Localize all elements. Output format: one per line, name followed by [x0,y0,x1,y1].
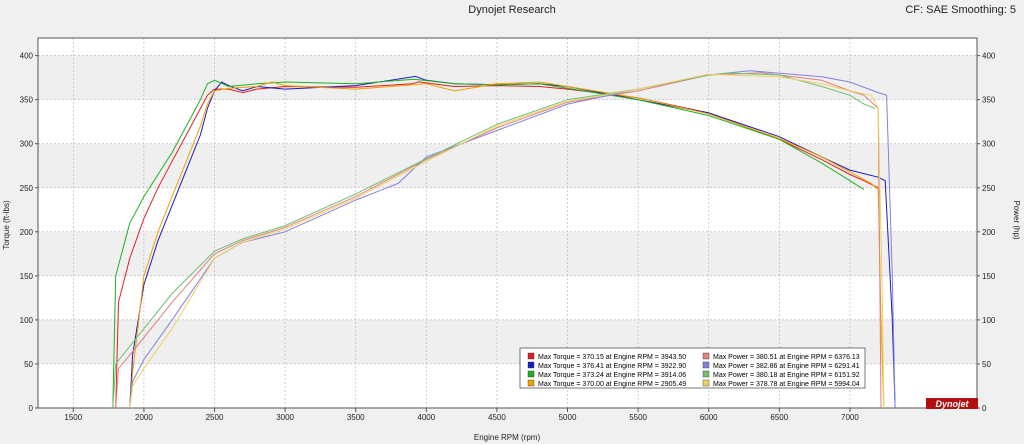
legend-entry: Max Power = 380.51 at Engine RPM = 6376.… [713,354,860,361]
legend-entry: Max Power = 380.18 at Engine RPM = 6151.… [713,372,860,379]
x-axis-ticks: 1500 2000 2500 3000 3500 4000 4500 5000 5500 6000… [64,408,859,422]
legend-entry: Max Torque = 370.15 at Engine RPM = 3943… [538,354,686,361]
y-tick-label: 50 [24,360,33,369]
y-axis-ticks: 0 50 100 150 200 250 300 350 400 [20,52,38,413]
x-tick-label: 7000 [841,413,859,422]
y-tick-label: 350 [20,96,34,105]
legend-swatch [702,361,710,369]
x-tick-label: 3500 [347,413,365,422]
legend-swatch [702,370,710,378]
y-tick-label: 250 [20,184,34,193]
plot-frame [37,37,978,409]
legend-entry: Max Power = 378.78 at Engine RPM = 5994.… [713,381,860,388]
band [38,231,977,276]
power-line-7 [112,72,876,409]
y-axis-label: Torque (ft-lbs) [2,200,11,250]
x-tick-label: 4500 [488,413,506,422]
legend: Max Torque = 370.15 at Engine RPM = 3943… [519,347,866,389]
legend-swatch [527,361,535,369]
y2-tick-label: 350 [982,96,996,105]
legend-box [519,347,866,389]
legend-entry: Max Torque = 373.24 at Engine RPM = 3914… [538,372,686,379]
band [38,55,977,100]
x-tick-label: 2000 [135,413,153,422]
band [38,143,977,188]
x-tick-label: 6500 [770,413,788,422]
legend-entry: Max Power = 382.86 at Engine RPM = 6291.… [713,363,860,370]
x-tick-label: 3000 [276,413,294,422]
y2-axis-label: Power (hp) [1012,200,1021,239]
legend-swatch [527,370,535,378]
legend-entry: Max Torque = 376.41 at Engine RPM = 3922… [538,363,686,370]
x-tick-label: 2500 [206,413,224,422]
legend-swatch [702,352,710,360]
y2-tick-label: 250 [982,184,996,193]
x-tick-label: 4000 [417,413,435,422]
x-axis-label: Engine RPM (rpm) [474,433,541,442]
y2-tick-label: 100 [982,316,996,325]
y2-tick-label: 300 [982,140,996,149]
legend-swatch [527,352,535,360]
x-tick-label: 5000 [559,413,577,422]
chart-title: Dynojet Research [468,4,556,16]
legend-swatch [702,379,710,387]
power-line-6 [129,70,896,409]
x-tick-label: 6000 [700,413,718,422]
torque-line-3 [112,78,865,409]
torque-line-4 [129,81,885,409]
y-tick-label: 150 [20,272,34,281]
dynojet-logo: Dynojet [926,398,978,409]
legend-entry: Max Torque = 370.00 at Engine RPM = 2905… [538,381,686,388]
y-tick-label: 0 [29,404,34,413]
y-tick-label: 100 [20,316,34,325]
y-tick-label: 400 [20,52,34,61]
power-line-8 [129,73,885,409]
smoothing-label: CF: SAE Smoothing: 5 [905,4,1016,16]
series-lines [112,70,896,409]
x-tick-label: 5500 [629,413,647,422]
y-tick-label: 200 [20,228,34,237]
legend-swatch [527,379,535,387]
x-tick-label: 1500 [64,413,82,422]
y2-axis-ticks: 0 50 100 150 200 250 300 350 400 [977,52,996,413]
y2-tick-label: 0 [982,404,987,413]
logo-text: Dynojet [935,399,969,409]
y2-tick-label: 50 [982,360,991,369]
y2-tick-label: 400 [982,52,996,61]
y-tick-label: 300 [20,140,34,149]
y2-tick-label: 150 [982,272,996,281]
y2-tick-label: 200 [982,228,996,237]
